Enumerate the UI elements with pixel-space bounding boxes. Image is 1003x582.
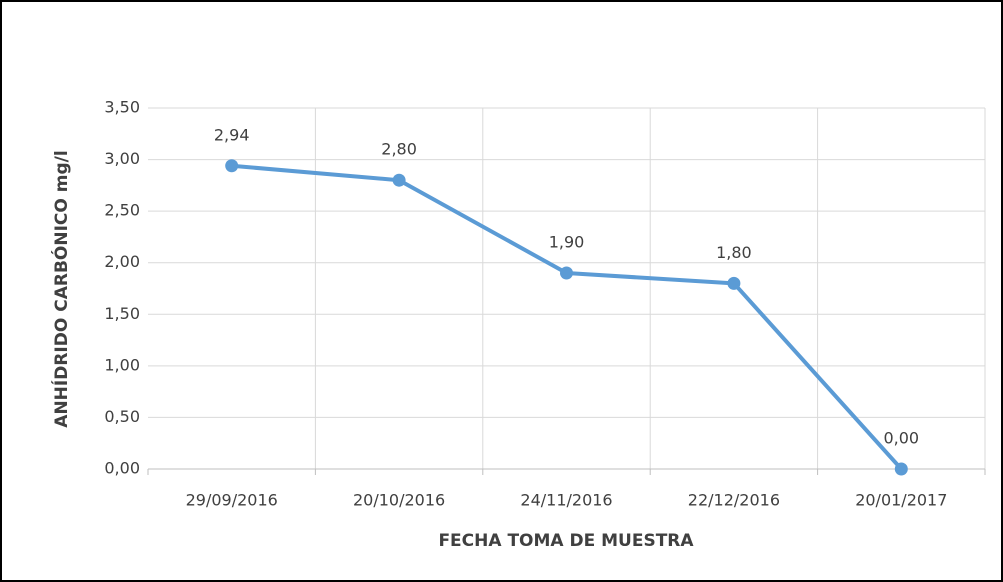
y-tick-label: 0,00 — [104, 459, 140, 478]
data-label: 2,94 — [214, 125, 250, 144]
y-tick-label: 2,00 — [104, 252, 140, 271]
y-tick-label: 3,00 — [104, 149, 140, 168]
y-tick-label: 1,50 — [104, 304, 140, 323]
data-point — [560, 266, 573, 280]
y-axis-title: ANHÍDRIDO CARBÓNICO mg/l — [50, 150, 72, 427]
x-axis-title: FECHA TOMA DE MUESTRA — [438, 531, 694, 551]
y-tick-label: 0,50 — [104, 407, 140, 426]
y-tick-label: 1,00 — [104, 355, 140, 374]
data-point — [392, 173, 406, 187]
x-tick-label: 22/12/2016 — [688, 491, 780, 510]
data-point — [894, 462, 908, 476]
x-tick-label: 29/09/2016 — [186, 491, 278, 510]
data-label: 2,80 — [381, 140, 417, 159]
x-tick-label: 20/10/2016 — [353, 491, 445, 510]
data-point — [225, 159, 239, 173]
x-tick-label: 20/01/2017 — [855, 491, 947, 510]
x-tick-label: 24/11/2016 — [520, 491, 612, 510]
y-tick-label: 3,50 — [104, 98, 140, 117]
y-tick-label: 2,50 — [104, 201, 140, 220]
data-point — [727, 276, 741, 290]
data-label: 1,90 — [549, 233, 585, 252]
data-label: 0,00 — [883, 429, 919, 448]
data-label: 1,80 — [716, 243, 752, 262]
